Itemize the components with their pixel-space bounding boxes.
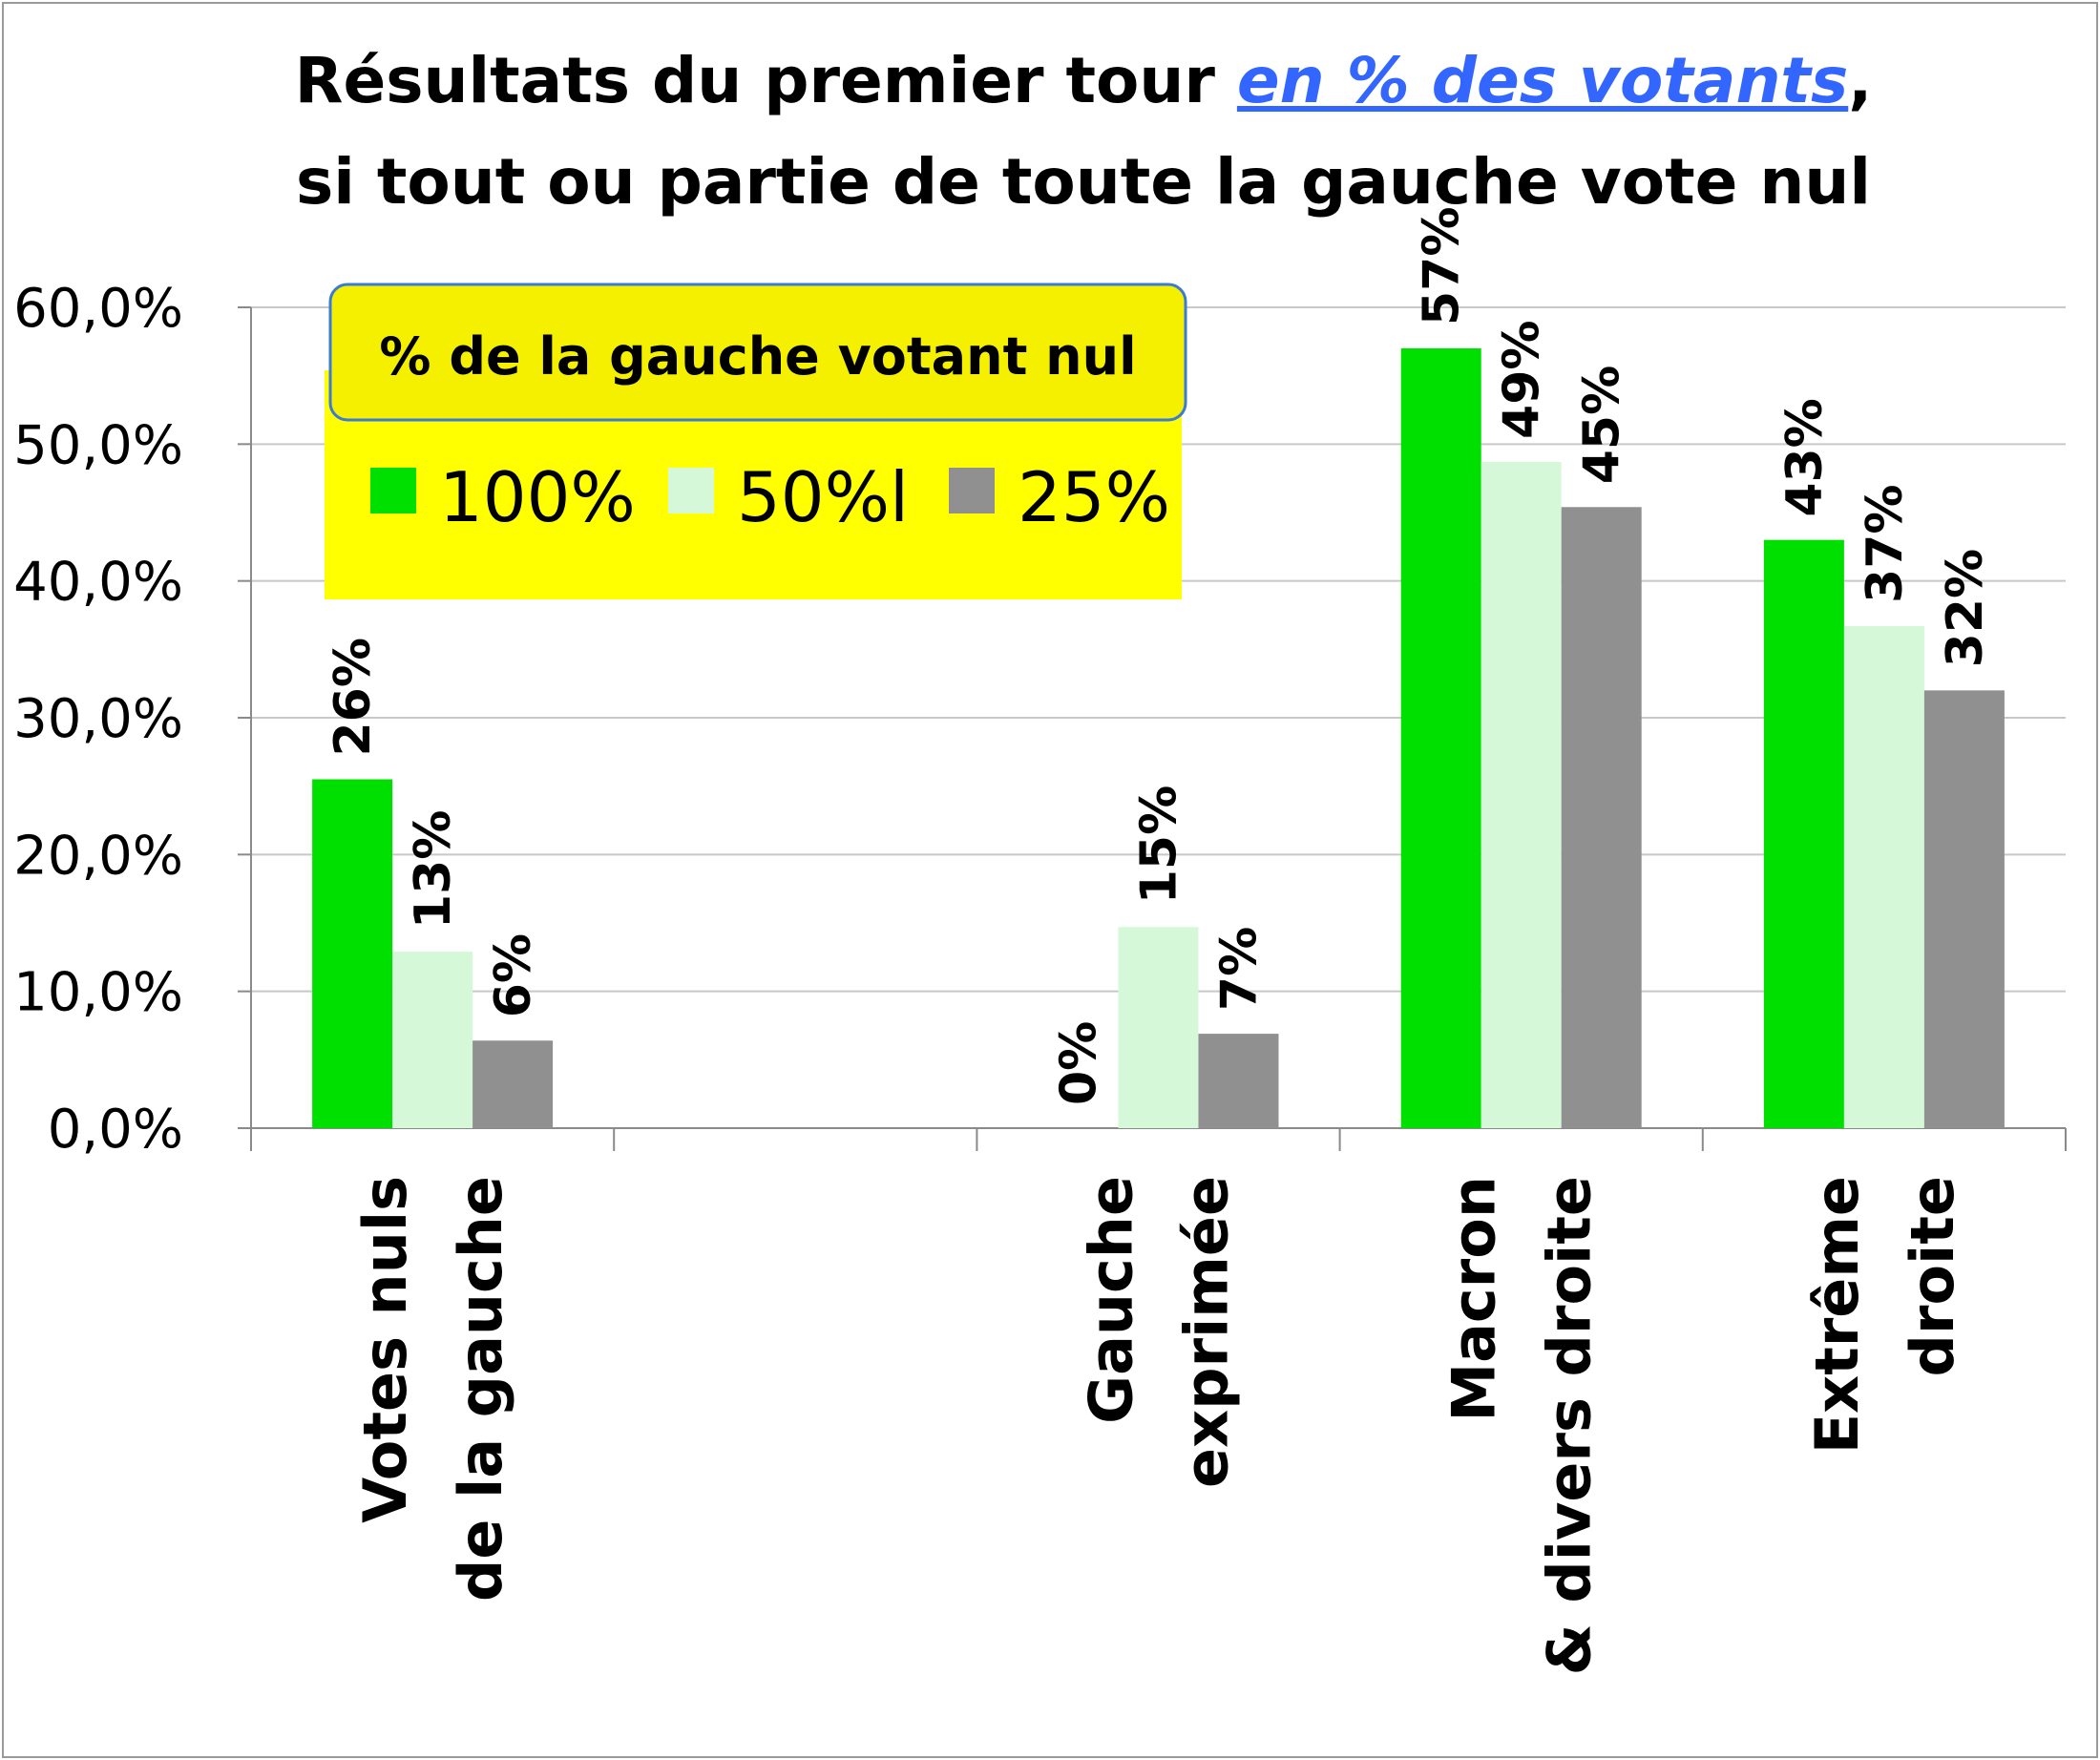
category-label: Votes nuls [350, 1176, 420, 1523]
bar-100-3 [1400, 348, 1481, 1128]
data-label: 43% [1776, 398, 1834, 516]
category-label: & divers droite [1535, 1176, 1605, 1675]
y-tick-label: 50,0% [13, 414, 183, 476]
bar-50l-4 [1843, 625, 1924, 1128]
category-label: de la gauche [446, 1176, 515, 1602]
title-line2: si tout ou partie de toute la gauche vot… [296, 145, 1871, 219]
title-line1-start: Résultats du premier tour [294, 44, 1237, 117]
bar-25-3 [1561, 507, 1642, 1128]
category-label: Extrême [1802, 1176, 1872, 1454]
bar-100-4 [1763, 539, 1844, 1128]
y-tick-label: 10,0% [13, 962, 183, 1024]
bar-25-0 [472, 1040, 554, 1128]
legend-label-2: 25% [1018, 457, 1170, 537]
data-label: 6% [485, 933, 542, 1017]
y-tick-label: 20,0% [13, 825, 183, 887]
bar-100-0 [312, 779, 393, 1128]
category-label: Macron [1439, 1176, 1509, 1422]
y-tick-label: 40,0% [13, 552, 183, 614]
legend-swatch-2 [949, 468, 995, 513]
legend-label-1: 50%l [737, 457, 909, 537]
legend-swatch-0 [370, 468, 416, 513]
legend-title-box [328, 283, 1187, 422]
bar-50l-2 [1118, 927, 1199, 1128]
data-label: 15% [1131, 786, 1188, 904]
category-label: droite [1898, 1176, 1967, 1377]
data-label: 32% [1937, 549, 1994, 667]
title-line1-end: , [1848, 44, 1873, 117]
legend-swatch-1 [668, 468, 714, 513]
legend-title: % de la gauche votant nul [379, 326, 1136, 387]
data-label: 49% [1494, 320, 1551, 438]
data-label: 0% [1051, 1021, 1108, 1105]
bar-50l-3 [1480, 461, 1562, 1128]
data-label: 13% [405, 810, 462, 929]
bar-25-2 [1198, 1034, 1279, 1128]
y-tick-label: 0,0% [48, 1099, 183, 1161]
category-label: exprimée [1172, 1176, 1242, 1488]
data-label: 37% [1857, 484, 1914, 602]
y-tick-label: 30,0% [13, 688, 183, 750]
title-highlight: en % des votants [1236, 44, 1849, 117]
legend-label-0: 100% [439, 457, 636, 537]
data-label: 7% [1211, 927, 1269, 1011]
bar-50l-0 [392, 952, 473, 1128]
data-label: 45% [1574, 366, 1631, 484]
y-tick-label: 60,0% [13, 278, 183, 340]
data-label: 57% [1414, 207, 1471, 325]
category-label: Gauche [1077, 1176, 1146, 1424]
data-label: 26% [325, 638, 382, 756]
bar-25-4 [1923, 690, 2005, 1128]
chart-title: Résultats du premier tour en % des votan… [0, 31, 2100, 233]
